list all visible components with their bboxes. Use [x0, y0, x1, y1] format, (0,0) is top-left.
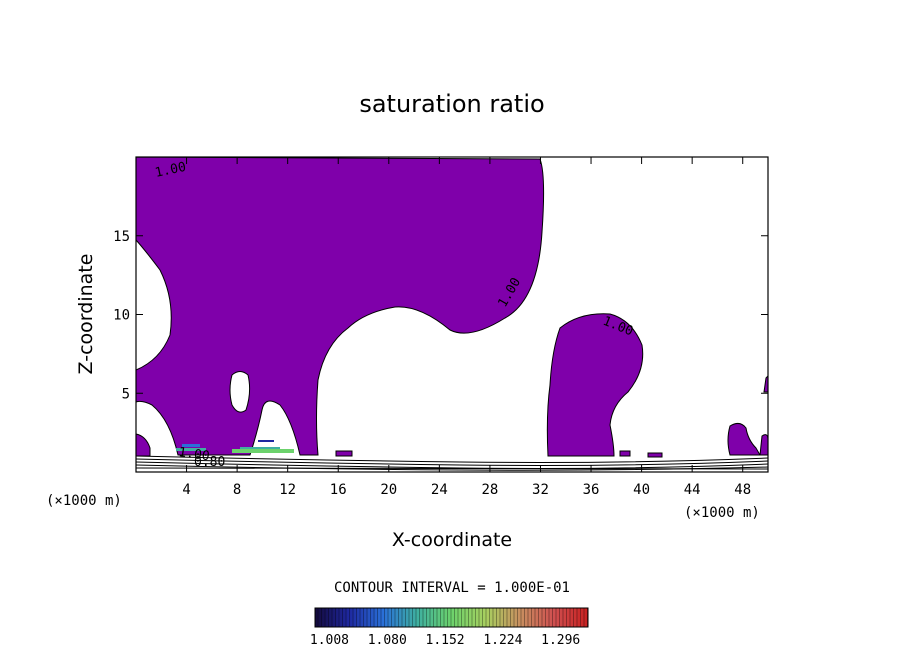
supersaturation-fill: [135, 156, 769, 458]
y-axis: 5 10 15: [113, 229, 768, 402]
x-axis-label: X-coordinate: [392, 529, 512, 551]
x-tick-label: 40: [633, 482, 650, 498]
x-tick-label: 28: [481, 482, 498, 498]
colorbar-tick-label: 1.152: [426, 633, 465, 648]
x-tick-label: 4: [182, 482, 190, 498]
x-tick-label: 8: [233, 482, 241, 498]
colorbar-ticks: 1.008 1.080 1.152 1.224 1.296: [310, 633, 580, 648]
contour-labels: 1.00 1.00 1.00 1.00 0.80: [154, 160, 635, 470]
x-tick-label: 16: [330, 482, 347, 498]
colorbar-tick-label: 1.008: [310, 633, 349, 648]
colorbar-tick-label: 1.224: [483, 633, 522, 648]
x-tick-label: 32: [532, 482, 549, 498]
surface-contours: [135, 455, 769, 471]
plot-area: 1.00 1.00 1.00 1.00 0.80: [135, 156, 769, 473]
y-tick-label: 10: [113, 308, 130, 324]
y-tick-label: 15: [113, 229, 130, 245]
contour-label: 1.00: [154, 160, 188, 181]
x-tick-label: 20: [380, 482, 397, 498]
contour-label: 1.00: [177, 445, 210, 464]
x-tick-label: 24: [431, 482, 448, 498]
contour-interval-text: CONTOUR INTERVAL = 1.000E-01: [334, 580, 570, 596]
y-tick-label: 5: [122, 386, 130, 402]
x-tick-label: 12: [279, 482, 296, 498]
x-axis: 4 8 12 16 20 24 28 32 36 40 44 48: [182, 157, 751, 498]
x-tick-label: 44: [684, 482, 701, 498]
x-axis-unit: (×1000 m): [684, 505, 760, 521]
colorbar-tick-label: 1.080: [368, 633, 407, 648]
chart-title: saturation ratio: [359, 90, 544, 118]
contour-label: 0.80: [194, 455, 225, 470]
x-tick-label: 48: [734, 482, 751, 498]
y-axis-unit: (×1000 m): [46, 493, 122, 509]
x-tick-label: 36: [583, 482, 600, 498]
colorbar-tick-label: 1.296: [541, 633, 580, 648]
colorbar-swatch: [314, 607, 589, 628]
y-axis-label: Z-coordinate: [75, 254, 97, 375]
high-supersaturation-bands: [176, 440, 294, 453]
colorbar: [314, 607, 589, 628]
